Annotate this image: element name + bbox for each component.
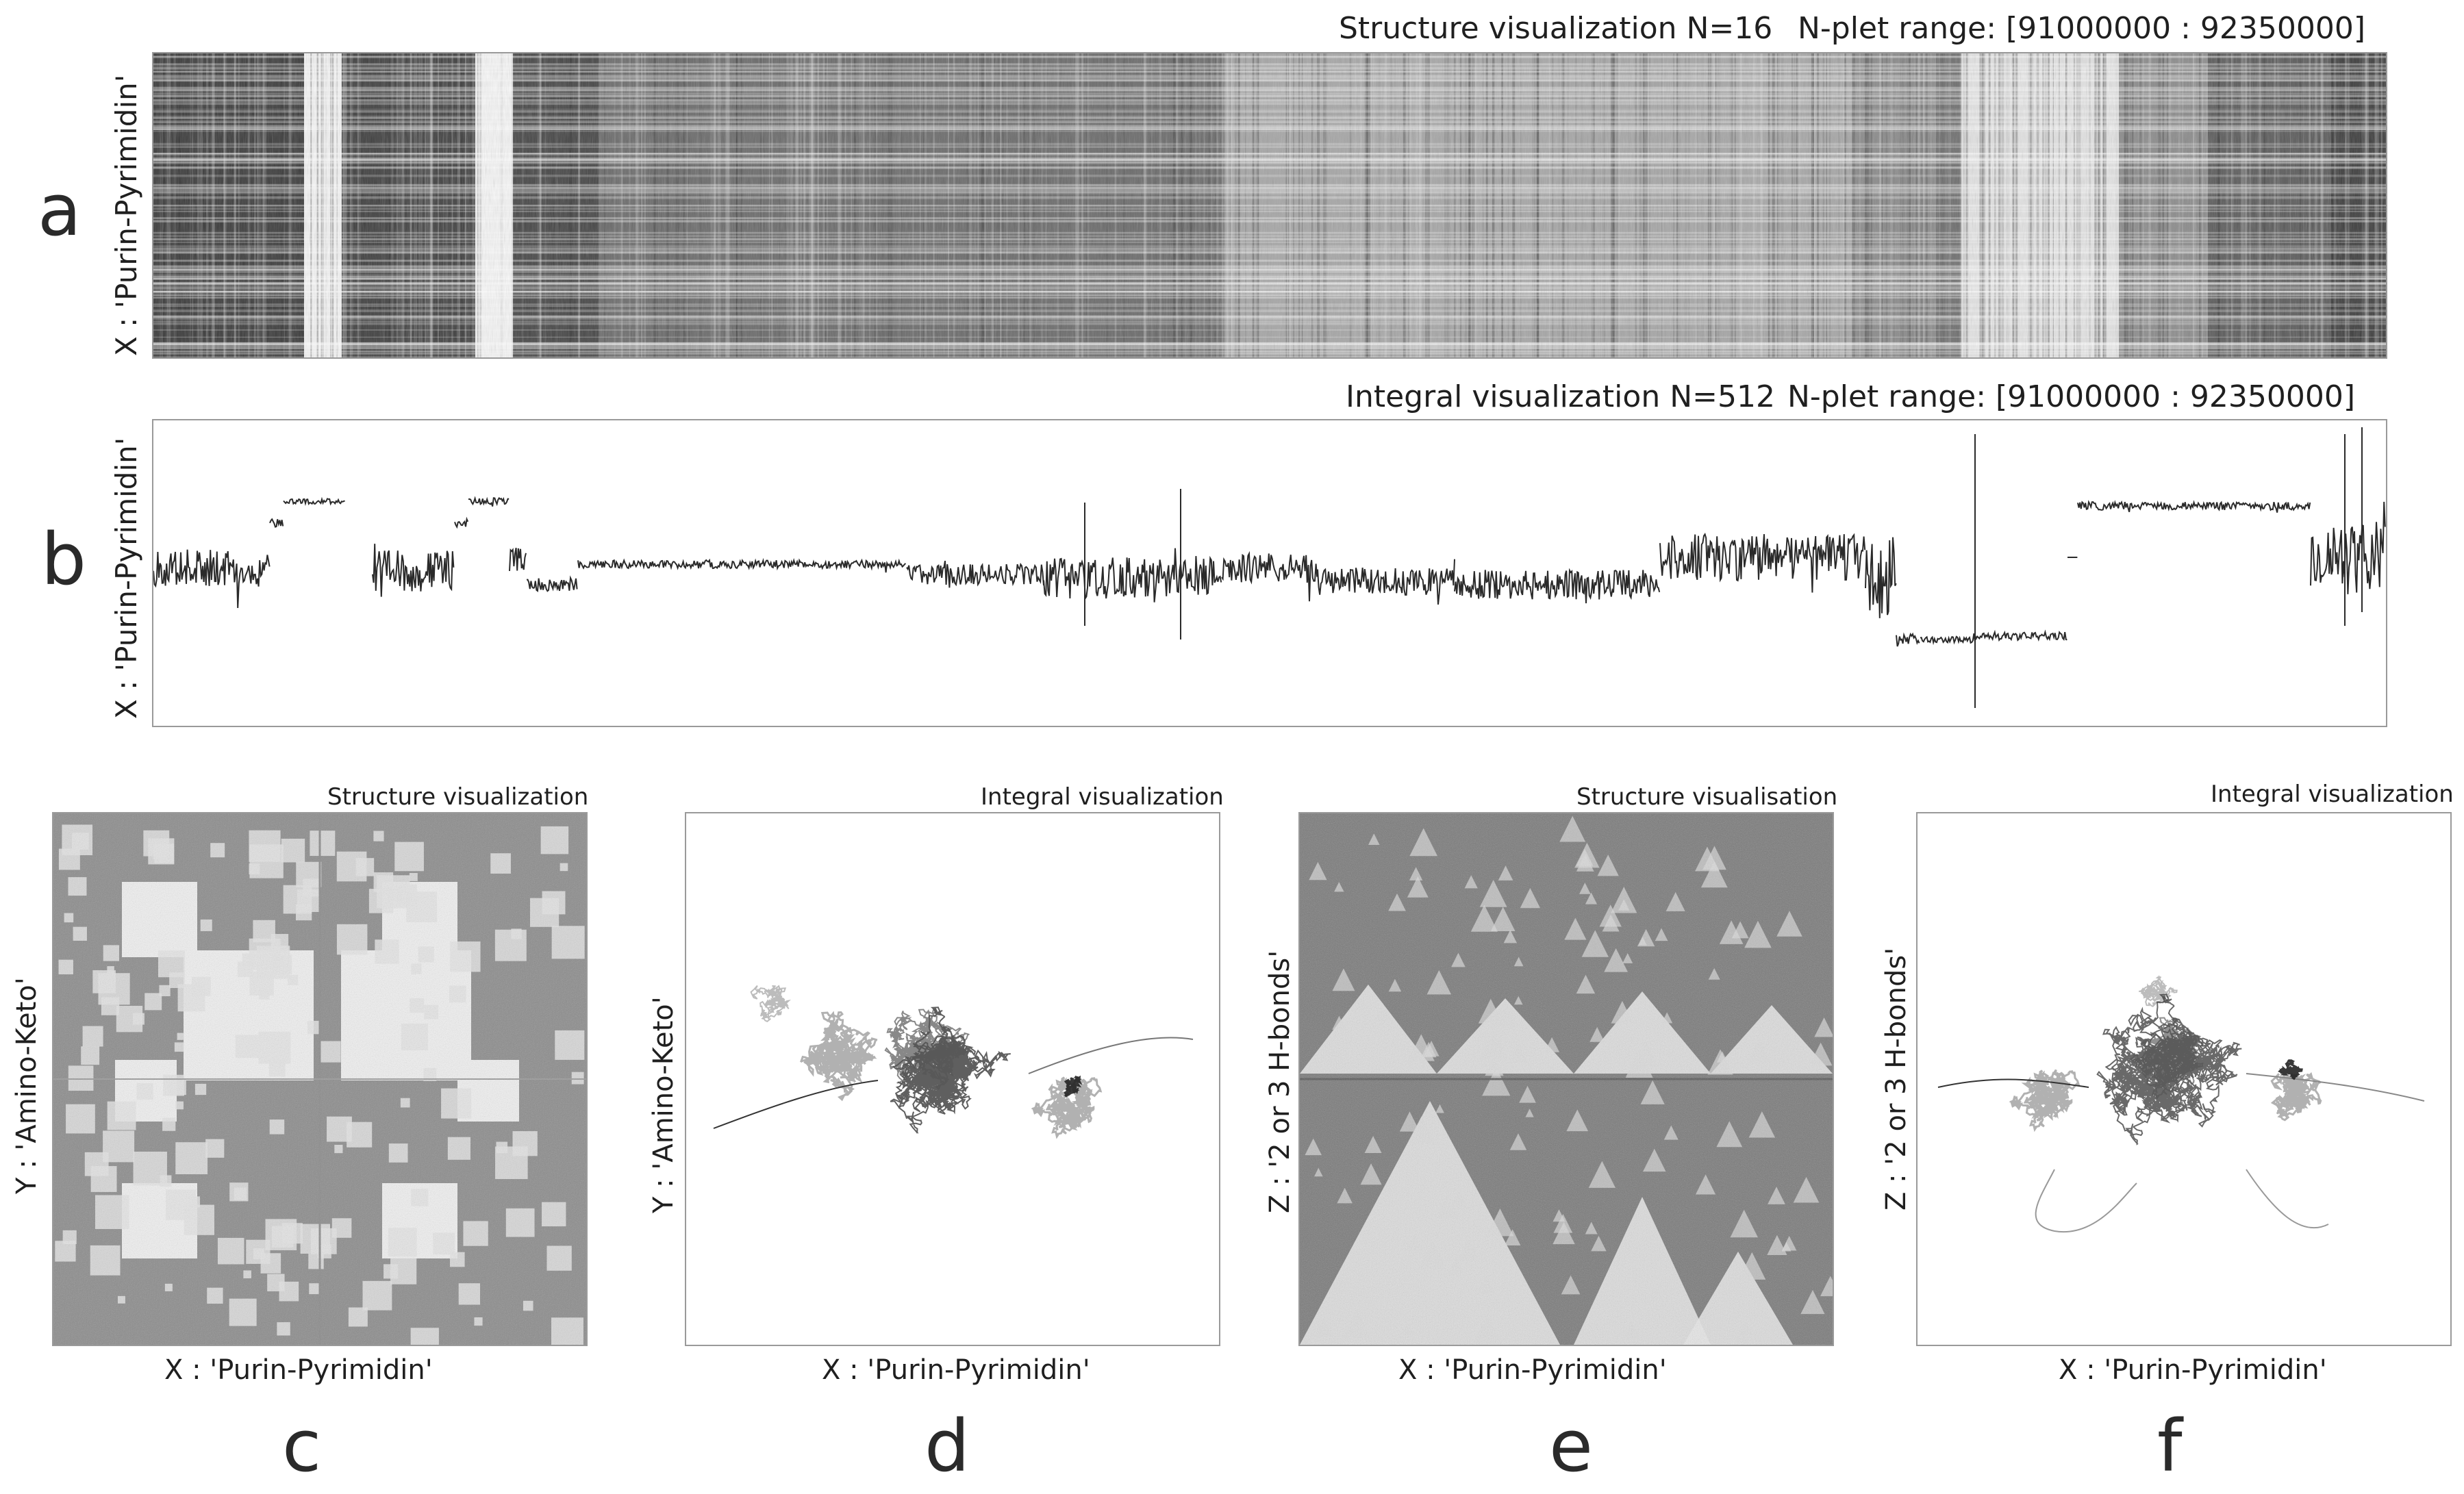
panel-f-ylabel: Z : '2 or 3 H-bonds' <box>1881 947 1912 1211</box>
panel-c-xlabel: X : 'Purin-Pyrimidin' <box>164 1354 433 1386</box>
panel-d-ylabel: Y : 'Amino-Keto' <box>648 996 679 1213</box>
panel-f-plot <box>1916 812 2452 1346</box>
structure-square-e <box>1300 813 1833 1345</box>
panel-a-letter: a <box>38 168 81 252</box>
panel-a-title: Structure visualization N=16 <box>1339 11 1773 46</box>
panel-f-xlabel: X : 'Purin-Pyrimidin' <box>2059 1354 2327 1386</box>
panel-c-title: Structure visualization <box>327 783 589 811</box>
panel-d-title: Integral visualization <box>981 783 1224 811</box>
panel-e-plot <box>1298 812 1834 1346</box>
panel-a-plot <box>152 52 2387 359</box>
panel-b-plot <box>152 419 2387 727</box>
panel-b-ylabel: X : 'Purin-Pyrimidin' <box>110 437 143 719</box>
panel-e-ylabel: Z : '2 or 3 H-bonds' <box>1264 950 1296 1213</box>
trajectory-f <box>1937 975 2425 1233</box>
panel-b-title: Integral visualization N=512 <box>1346 379 1775 414</box>
panel-a-ylabel: X : 'Purin-Pyrimidin' <box>110 74 143 356</box>
panel-d-letter: d <box>925 1404 970 1488</box>
integral-trace-b <box>153 427 2386 708</box>
panel-d-xlabel: X : 'Purin-Pyrimidin' <box>822 1354 1090 1386</box>
panel-b-range: N-plet range: [91000000 : 92350000] <box>1787 379 2356 414</box>
panel-e-letter: e <box>1549 1404 1593 1488</box>
structure-square-c <box>53 813 586 1345</box>
panel-e-xlabel: X : 'Purin-Pyrimidin' <box>1398 1354 1667 1386</box>
panel-d-plot <box>685 812 1220 1346</box>
panel-c-ylabel: Y : 'Amino-Keto' <box>11 977 42 1194</box>
panel-f-letter: f <box>2157 1404 2183 1488</box>
panel-c-letter: c <box>282 1404 322 1488</box>
structure-strip-a <box>153 53 2386 357</box>
panel-c-plot <box>52 812 588 1346</box>
panel-f-title: Integral visualization <box>2211 781 2454 808</box>
panel-b-letter: b <box>41 518 87 601</box>
panel-e-title: Structure visualisation <box>1576 783 1838 811</box>
trajectory-d <box>713 985 1194 1139</box>
panel-a-range: N-plet range: [91000000 : 92350000] <box>1798 11 2366 46</box>
